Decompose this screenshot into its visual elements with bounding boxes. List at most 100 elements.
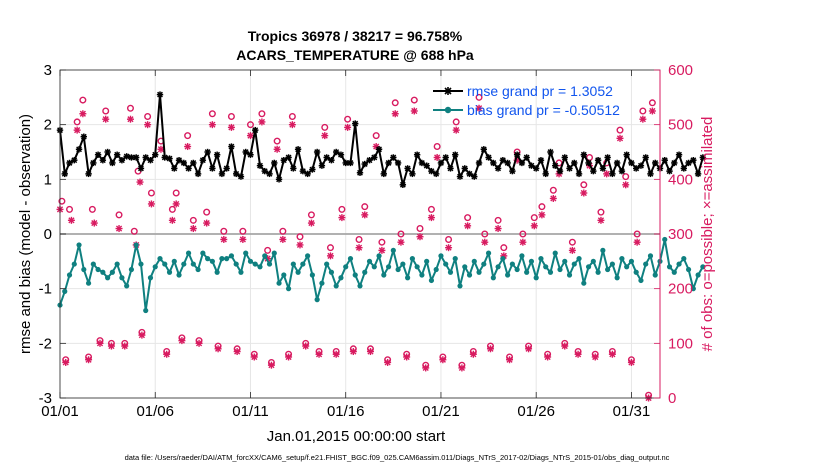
x-tick-label-5: 01/26 xyxy=(517,403,555,420)
assimilated-point-59 xyxy=(397,238,405,246)
rmse-point-11 xyxy=(109,159,116,167)
rmse-point-121 xyxy=(632,165,640,172)
rmse-point-3 xyxy=(71,156,78,164)
rmse-point-68 xyxy=(380,170,388,178)
bias-point-80 xyxy=(438,253,444,259)
rmse-point-56 xyxy=(323,154,330,161)
assimilated-point-79 xyxy=(519,238,527,246)
bias-point-31 xyxy=(205,256,211,262)
y-left-tick-label-0: -3 xyxy=(39,390,52,407)
rmse-point-83 xyxy=(452,151,459,158)
bias-point-105 xyxy=(557,266,563,273)
rmse-point-78 xyxy=(428,167,435,175)
bias-point-24 xyxy=(171,258,177,264)
legend-bias-marker xyxy=(444,106,452,114)
rmse-point-94 xyxy=(504,159,511,167)
bias-point-93 xyxy=(500,256,506,262)
chart-subtitle: ACARS_TEMPERATURE @ 688 hPa xyxy=(236,47,474,63)
y-axis-right-label: # of obs: o=possible; ×=assimilated xyxy=(699,117,716,352)
rmse-point-80 xyxy=(437,159,445,167)
bias-point-13 xyxy=(119,275,125,281)
bias-point-99 xyxy=(528,258,535,264)
possible-point-23 xyxy=(184,132,192,140)
bias-point-49 xyxy=(290,261,296,267)
rmse-point-62 xyxy=(352,120,359,127)
bias-point-35 xyxy=(224,256,230,262)
bias-point-62 xyxy=(352,272,358,278)
rmse-point-25 xyxy=(175,156,183,164)
assimilated-point-38 xyxy=(273,145,281,153)
rmse-point-86 xyxy=(466,170,473,178)
y-left-tick-label-4: 1 xyxy=(44,171,52,188)
rmse-point-17 xyxy=(137,165,145,172)
rmse-point-72 xyxy=(399,181,407,189)
possible-point-92 xyxy=(597,208,605,216)
assimilated-point-68 xyxy=(452,126,460,134)
rmse-point-82 xyxy=(447,165,454,172)
possible-point-89 xyxy=(580,181,588,189)
bias-point-47 xyxy=(281,272,287,278)
bias-point-34 xyxy=(219,256,225,262)
possible-point-49 xyxy=(338,205,346,213)
rmse-point-24 xyxy=(171,165,178,172)
assimilated-point-52 xyxy=(355,244,363,252)
rmse-point-112 xyxy=(590,167,597,175)
bias-point-5 xyxy=(81,266,87,273)
possible-point-101 xyxy=(648,99,656,107)
rmse-point-55 xyxy=(318,162,326,169)
possible-point-98 xyxy=(633,230,641,238)
rmse-point-105 xyxy=(556,167,564,175)
bias-point-81 xyxy=(443,261,449,267)
x-tick-label-4: 01/21 xyxy=(422,403,460,420)
y-axis-left: -3 -2 -1 0 1 2 3 xyxy=(39,62,66,407)
bias-point-61 xyxy=(347,256,354,262)
rmse-point-75 xyxy=(413,151,421,158)
y-right-tick-label-0: 0 xyxy=(668,390,676,407)
rmse-point-20 xyxy=(152,151,159,158)
rmse-point-36 xyxy=(228,143,235,150)
possible-point-53 xyxy=(361,203,369,211)
bias-point-90 xyxy=(485,250,492,256)
rmse-point-48 xyxy=(285,154,292,161)
rmse-point-96 xyxy=(513,151,521,158)
rmse-point-88 xyxy=(475,159,483,167)
rmse-point-120 xyxy=(628,159,635,167)
rmse-point-116 xyxy=(609,170,616,178)
bias-point-115 xyxy=(605,266,611,273)
bias-point-55 xyxy=(319,280,325,286)
legend-bias-label: bias grand pr = -0.50512 xyxy=(467,102,620,118)
bias-point-108 xyxy=(571,261,577,267)
rmse-point-14 xyxy=(123,153,130,160)
rmse-point-63 xyxy=(356,169,364,176)
bias-point-122 xyxy=(638,277,644,284)
assimilated-point-24 xyxy=(189,225,197,233)
rmse-point-135 xyxy=(699,154,707,161)
possible-point-2 xyxy=(66,205,74,213)
assimilated-point-83 xyxy=(544,353,552,361)
rmse-point-46 xyxy=(275,176,283,183)
assimilated-point-49 xyxy=(338,214,346,222)
rmse-point-128 xyxy=(666,167,673,175)
possible-point-59 xyxy=(397,230,405,238)
rmse-point-30 xyxy=(199,156,207,164)
bias-point-56 xyxy=(324,261,330,267)
rmse-point-44 xyxy=(266,170,273,178)
assimilated-point-16 xyxy=(144,121,152,129)
assimilated-point-50 xyxy=(344,123,352,131)
assimilated-point-63 xyxy=(422,364,430,372)
bias-point-88 xyxy=(476,269,482,275)
assimilated-point-57 xyxy=(384,358,392,366)
assimilated-point-86 xyxy=(561,342,569,350)
bias-point-125 xyxy=(652,272,658,278)
bias-point-92 xyxy=(495,264,501,270)
assimilated-point-101 xyxy=(648,107,656,115)
bias-point-74 xyxy=(409,256,415,262)
possible-point-50 xyxy=(344,115,352,123)
assimilated-point-19 xyxy=(163,350,171,358)
bias-point-51 xyxy=(300,261,306,267)
assimilated-point-51 xyxy=(349,348,357,356)
rmse-point-106 xyxy=(561,154,568,161)
rmse-point-6 xyxy=(85,170,92,178)
